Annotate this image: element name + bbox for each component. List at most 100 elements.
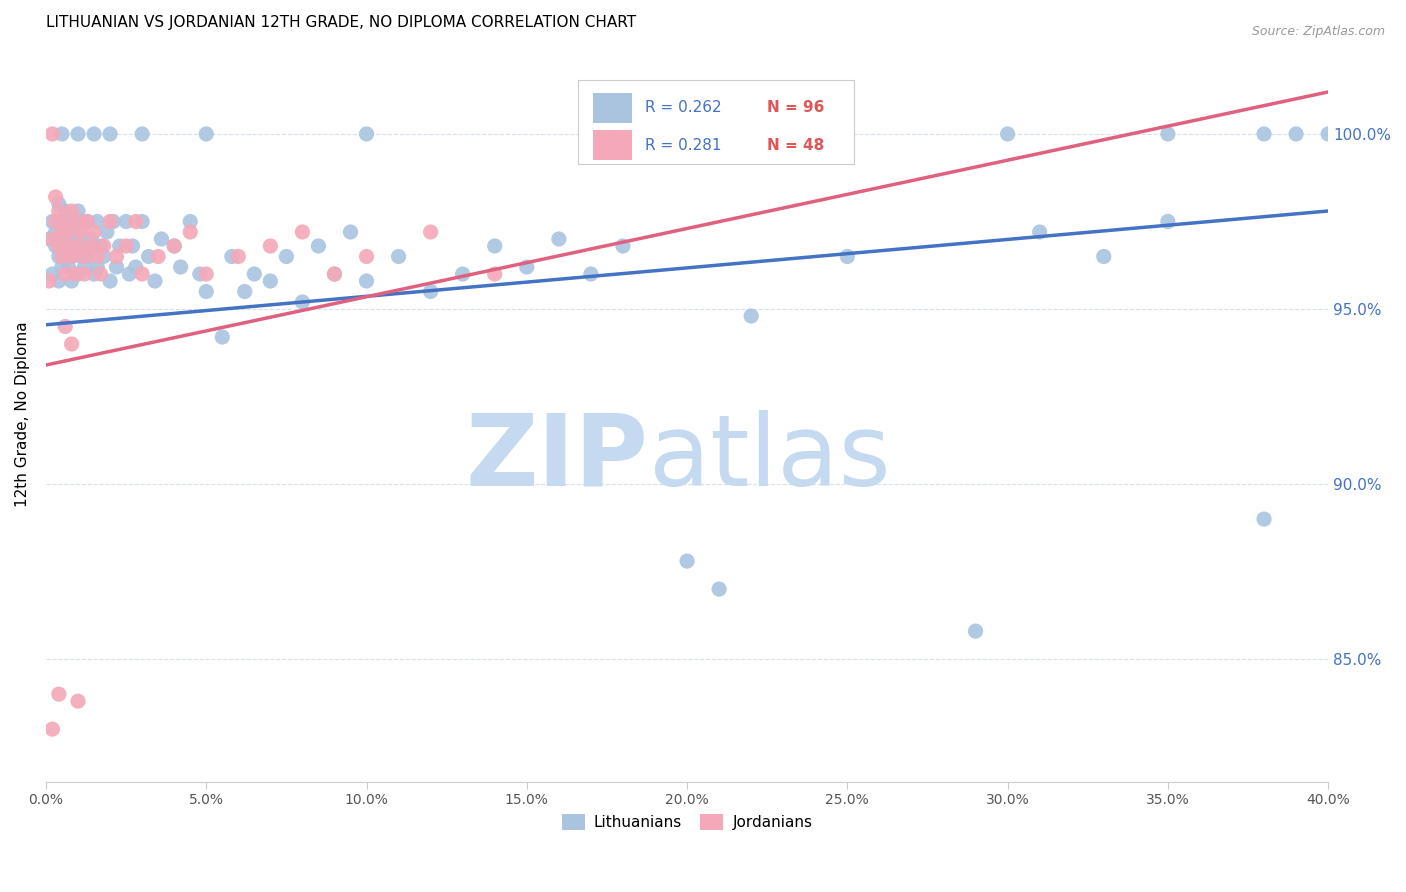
Text: N = 96: N = 96 [766, 101, 824, 115]
Point [53, 319, 76, 334]
Point [676, 554, 699, 568]
Point [169, 260, 191, 274]
Point [58, 239, 80, 253]
Text: Source: ZipAtlas.com: Source: ZipAtlas.com [1251, 25, 1385, 38]
Point [291, 295, 314, 310]
Point [93, 239, 115, 253]
Point [676, 127, 699, 141]
Point [1028, 225, 1050, 239]
Point [38, 232, 60, 246]
Point [86, 250, 108, 264]
Point [63, 214, 86, 228]
Point [243, 267, 266, 281]
Point [73, 260, 96, 274]
Point [83, 239, 105, 253]
Point [73, 239, 96, 253]
Point [60, 274, 83, 288]
Point [53, 204, 76, 219]
Point [48, 250, 70, 264]
Point [41, 722, 63, 736]
Point [143, 274, 166, 288]
Legend: Lithuanians, Jordanians: Lithuanians, Jordanians [555, 808, 818, 837]
FancyBboxPatch shape [593, 94, 631, 123]
Point [70, 250, 93, 264]
Point [48, 204, 70, 219]
Point [195, 267, 218, 281]
Point [70, 214, 93, 228]
Point [53, 267, 76, 281]
Point [837, 250, 859, 264]
Point [131, 267, 153, 281]
Point [60, 204, 83, 219]
Point [51, 225, 73, 239]
Text: N = 48: N = 48 [766, 137, 824, 153]
Point [45, 225, 67, 239]
Point [125, 214, 148, 228]
Point [41, 214, 63, 228]
Point [179, 214, 201, 228]
Point [38, 274, 60, 288]
Point [356, 274, 378, 288]
Point [51, 127, 73, 141]
Point [83, 225, 105, 239]
Point [131, 214, 153, 228]
Point [98, 274, 121, 288]
Point [612, 239, 634, 253]
Point [48, 274, 70, 288]
Point [233, 285, 256, 299]
Text: atlas: atlas [648, 409, 890, 507]
Point [66, 204, 89, 219]
Point [45, 239, 67, 253]
Point [66, 239, 89, 253]
Point [80, 232, 103, 246]
Point [150, 232, 173, 246]
Point [1285, 127, 1308, 141]
Text: ZIP: ZIP [465, 409, 648, 507]
Point [1157, 214, 1180, 228]
Point [41, 232, 63, 246]
Point [188, 267, 211, 281]
Point [516, 260, 538, 274]
Y-axis label: 12th Grade, No Diploma: 12th Grade, No Diploma [15, 321, 30, 507]
Point [115, 239, 138, 253]
Point [105, 260, 128, 274]
Point [89, 267, 111, 281]
Point [276, 250, 298, 264]
Point [83, 267, 105, 281]
Point [58, 225, 80, 239]
Point [1317, 127, 1340, 141]
Point [118, 267, 141, 281]
Point [98, 127, 121, 141]
Point [76, 214, 98, 228]
Point [83, 127, 105, 141]
Point [484, 239, 506, 253]
Point [547, 232, 569, 246]
Point [997, 127, 1019, 141]
Point [138, 250, 160, 264]
Point [259, 274, 281, 288]
Point [41, 127, 63, 141]
Point [707, 582, 730, 596]
Point [80, 239, 103, 253]
Point [60, 225, 83, 239]
Point [419, 285, 441, 299]
Point [195, 285, 218, 299]
Point [45, 214, 67, 228]
Point [66, 214, 89, 228]
FancyBboxPatch shape [593, 130, 631, 160]
FancyBboxPatch shape [578, 79, 853, 164]
Point [226, 250, 249, 264]
Point [60, 337, 83, 351]
Text: R = 0.281: R = 0.281 [645, 137, 721, 153]
Point [48, 239, 70, 253]
Point [73, 267, 96, 281]
Point [1092, 250, 1115, 264]
Point [484, 267, 506, 281]
Point [579, 267, 602, 281]
Point [146, 250, 169, 264]
Point [965, 624, 987, 639]
Point [259, 239, 281, 253]
Text: R = 0.262: R = 0.262 [645, 101, 721, 115]
Point [339, 225, 361, 239]
Point [76, 214, 98, 228]
